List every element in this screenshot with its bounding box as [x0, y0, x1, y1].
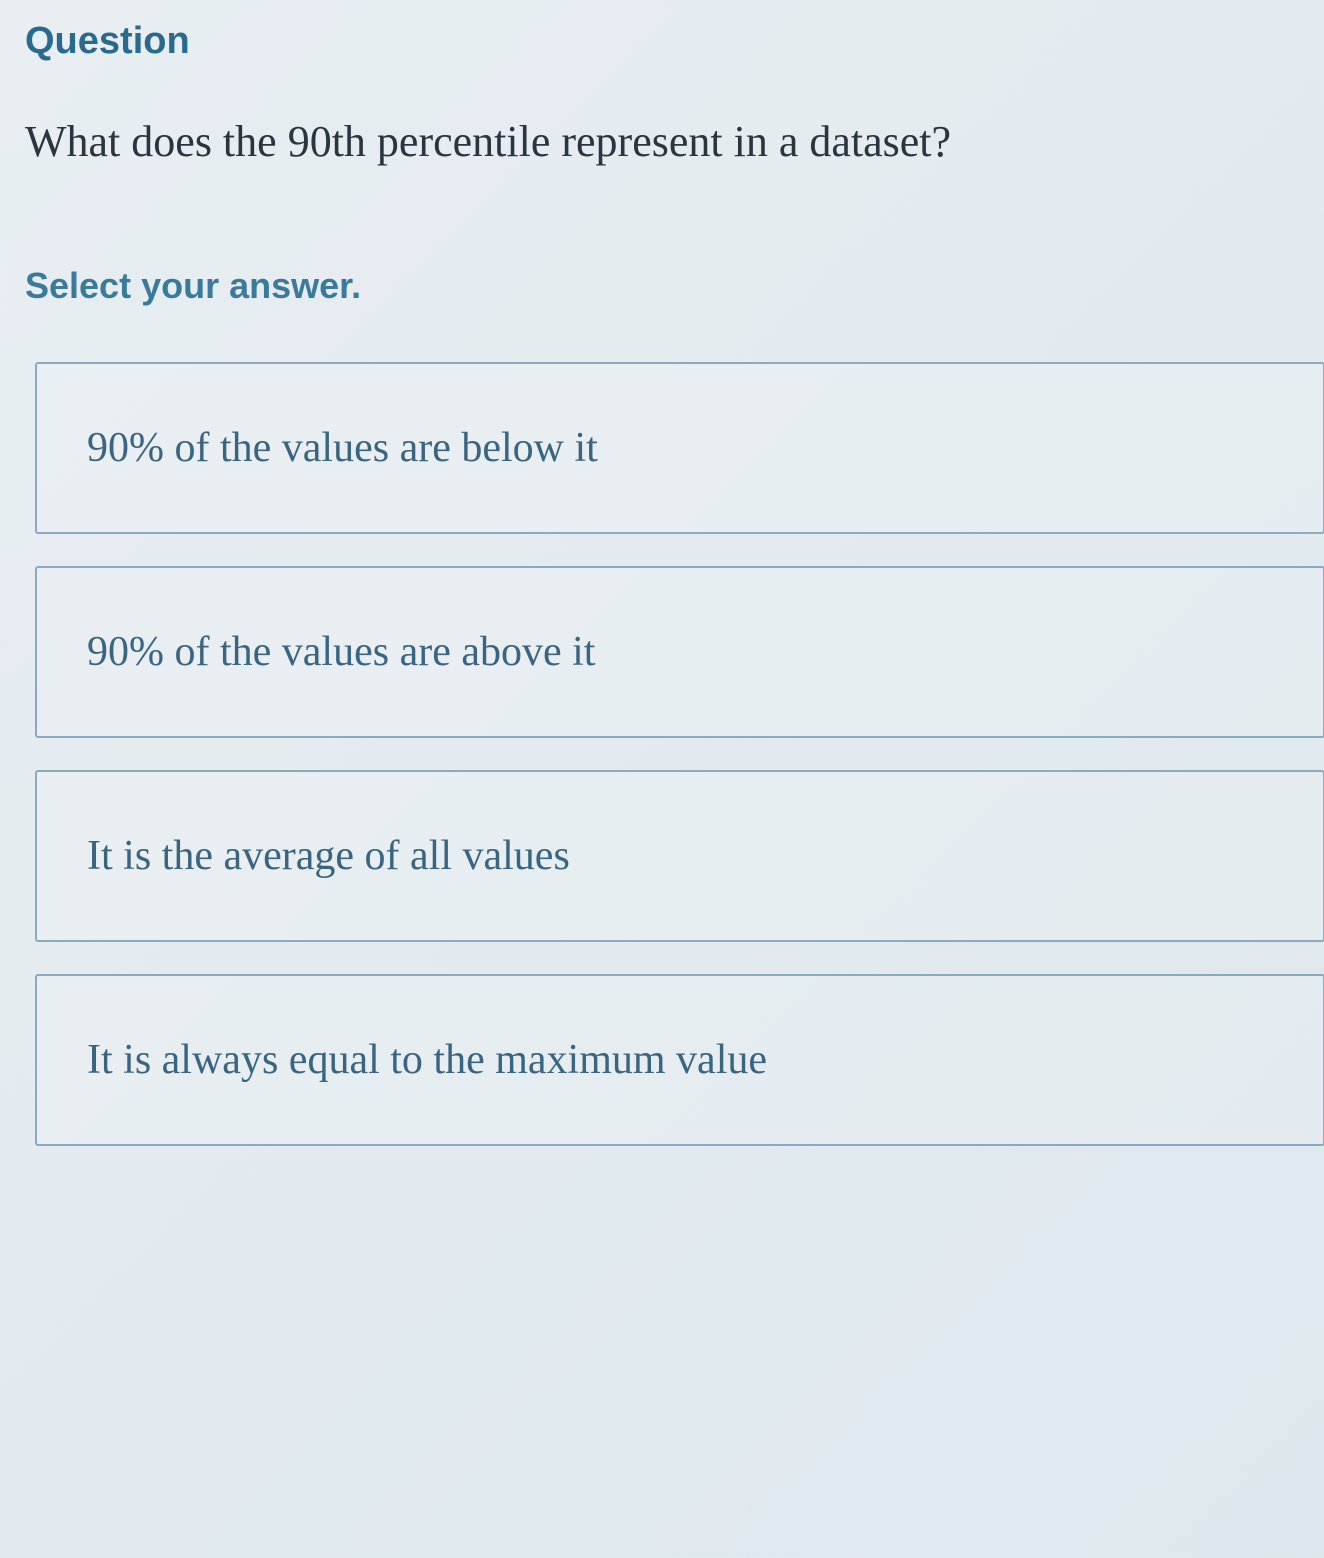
option-3[interactable]: It is the average of all values	[35, 770, 1324, 942]
options-container: 90% of the values are below it 90% of th…	[35, 362, 1324, 1146]
option-1-text: 90% of the values are below it	[87, 425, 598, 471]
option-1[interactable]: 90% of the values are below it	[35, 362, 1324, 534]
option-4[interactable]: It is always equal to the maximum value	[35, 974, 1324, 1146]
option-2-text: 90% of the values are above it	[87, 629, 595, 675]
option-3-text: It is the average of all values	[87, 833, 570, 879]
option-4-text: It is always equal to the maximum value	[87, 1037, 767, 1083]
question-text: What does the 90th percentile represent …	[25, 113, 1324, 170]
question-label: Question	[25, 20, 1324, 63]
option-2[interactable]: 90% of the values are above it	[35, 566, 1324, 738]
select-answer-label: Select your answer.	[25, 265, 1324, 307]
